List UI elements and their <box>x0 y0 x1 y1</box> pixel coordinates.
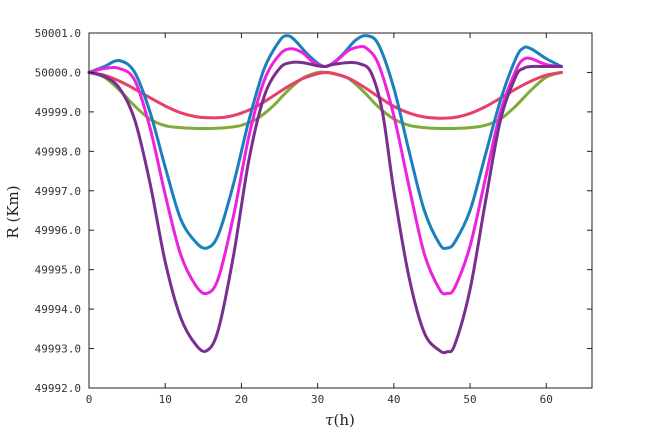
y-axis: 49992.0 49993.0 49994.0 49995.0 49996.0 49997… <box>35 27 592 395</box>
y-tick-label: 49997.0 <box>35 185 81 198</box>
plot-frame <box>88 32 593 389</box>
y-tick-label: 49996.0 <box>35 224 81 237</box>
x-axis-title: τ(h) <box>325 411 355 429</box>
y-tick-label: 50000.0 <box>35 66 81 79</box>
y-tick-label: 49999.0 <box>35 106 81 119</box>
x-tick-label: 60 <box>540 393 553 406</box>
x-tick-label: 0 <box>86 393 93 406</box>
y-tick-label: 49998.0 <box>35 145 81 158</box>
x-tick-label: 10 <box>159 393 172 406</box>
y-axis-title: R (Km) <box>4 185 22 238</box>
series-line-1 <box>87 70 564 131</box>
x-tick-label: 40 <box>387 393 400 406</box>
x-axis-title-unit: (h) <box>333 411 354 429</box>
y-tick-label: 49994.0 <box>35 303 81 316</box>
x-axis: 0 10 20 30 40 50 60 <box>86 33 553 406</box>
x-tick-label: 50 <box>463 393 476 406</box>
x-tick-label: 30 <box>311 393 324 406</box>
y-tick-label: 50001.0 <box>35 27 81 40</box>
y-tick-label: 49995.0 <box>35 264 81 277</box>
series-line-5 <box>87 60 564 355</box>
series-line-4 <box>87 45 564 296</box>
x-tick-label: 20 <box>235 393 248 406</box>
y-tick-label: 49992.0 <box>35 382 81 395</box>
y-tick-label: 49993.0 <box>35 343 81 356</box>
series-line-2 <box>87 70 564 120</box>
series-group <box>87 34 564 355</box>
x-axis-title-symbol: τ <box>325 411 334 429</box>
